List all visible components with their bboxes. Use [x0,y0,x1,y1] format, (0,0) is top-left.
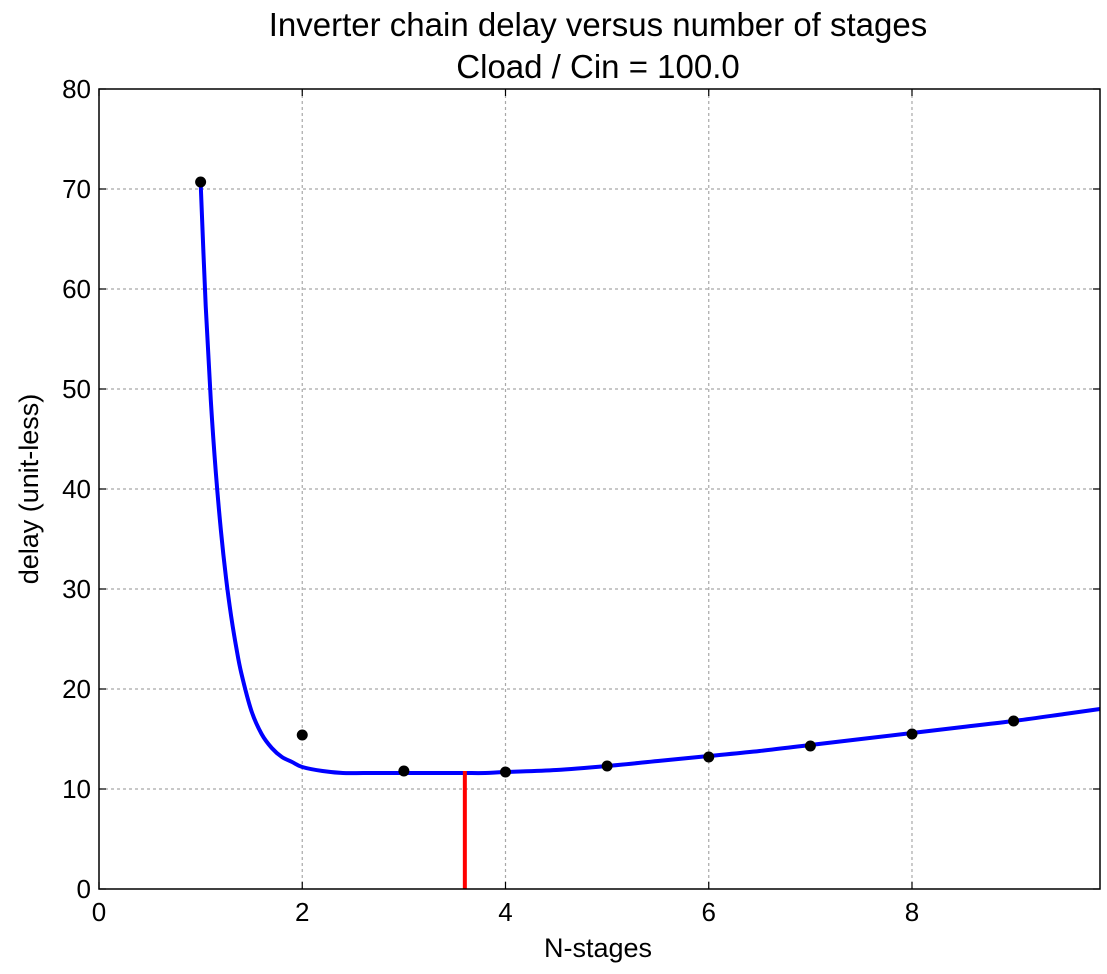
x-tick-label: 0 [92,897,106,927]
x-axis-label: N-stages [544,933,652,963]
y-tick-label: 80 [62,74,91,104]
data-point [804,740,816,752]
data-point [703,751,715,763]
data-point [398,765,410,777]
y-axis-label: delay (unit-less) [14,394,44,585]
chart-subtitle: Cload / Cin = 100.0 [456,48,739,85]
chart-title: Inverter chain delay versus number of st… [269,6,928,43]
plot-area [195,176,1101,889]
y-tick-label: 30 [62,574,91,604]
x-tick-label: 8 [905,897,919,927]
data-point [296,729,308,741]
data-point [1008,715,1020,727]
x-tick-label: 6 [702,897,716,927]
x-tick-label: 4 [498,897,512,927]
grid [99,89,1100,889]
y-tick-label: 70 [62,174,91,204]
x-tick-label: 2 [295,897,309,927]
data-point [601,760,613,772]
y-tick-label: 0 [77,874,91,904]
y-tick-label: 20 [62,674,91,704]
data-point [195,176,207,188]
y-tick-label: 60 [62,274,91,304]
y-tick-label: 50 [62,374,91,404]
y-tick-label: 10 [62,774,91,804]
y-tick-label: 40 [62,474,91,504]
data-point [906,728,918,740]
data-point [499,766,511,778]
